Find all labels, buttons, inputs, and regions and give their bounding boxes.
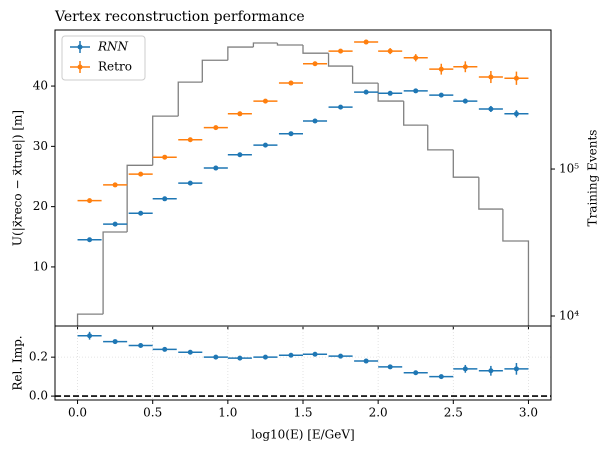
chart-title: Vertex reconstruction performance <box>54 9 305 25</box>
marker <box>338 353 344 359</box>
histogram-step <box>452 149 479 178</box>
x-tick-label: 2.0 <box>369 406 388 420</box>
marker <box>162 196 168 202</box>
marker <box>413 55 419 61</box>
histogram-step <box>302 45 329 54</box>
marker <box>413 370 419 376</box>
legend-label: Retro <box>98 60 132 74</box>
y2-tick-label: 10⁴ <box>559 309 579 323</box>
marker <box>462 64 468 70</box>
marker <box>213 165 219 171</box>
histogram-step <box>201 59 228 83</box>
marker <box>387 90 393 96</box>
marker <box>338 104 344 110</box>
y-tick-label: 10 <box>33 259 48 273</box>
marker <box>187 349 193 355</box>
histogram-step <box>327 53 353 67</box>
legend-swatch <box>77 64 83 70</box>
histogram-step <box>403 101 428 126</box>
marker <box>288 352 294 358</box>
marker <box>162 154 168 160</box>
marker <box>363 39 369 45</box>
histogram-step <box>177 81 203 117</box>
histogram-step <box>227 46 254 61</box>
marker <box>237 111 243 117</box>
histogram-step <box>478 177 503 210</box>
marker <box>363 89 369 95</box>
marker <box>312 351 318 357</box>
y-tick-label: 30 <box>33 139 48 153</box>
marker <box>488 368 494 374</box>
histogram-step <box>377 83 404 102</box>
y-tick-label: 0.0 <box>29 389 48 403</box>
marker <box>387 48 393 54</box>
y-axis-label: Rel. Imp. <box>11 335 25 390</box>
marker <box>187 137 193 143</box>
histogram-step <box>102 231 128 315</box>
marker <box>87 333 93 339</box>
marker <box>438 66 444 72</box>
y2-tick-label: 10⁵ <box>559 162 579 176</box>
histogram-step <box>427 125 454 151</box>
marker <box>138 171 144 177</box>
y-axis-label: U(|x⃗reco − x⃗true|) [m] <box>11 110 25 246</box>
marker <box>488 74 494 80</box>
x-tick-label: 0.0 <box>68 406 87 420</box>
marker <box>513 366 519 372</box>
x-tick-label: 3.0 <box>519 406 538 420</box>
marker <box>462 366 468 372</box>
x-tick-label: 2.5 <box>444 406 463 420</box>
marker <box>363 358 369 364</box>
marker <box>87 237 93 243</box>
marker <box>338 48 344 54</box>
marker <box>162 346 168 352</box>
histogram-step <box>152 115 179 166</box>
marker <box>438 92 444 98</box>
marker <box>438 374 444 380</box>
marker <box>288 80 294 86</box>
marker <box>262 98 268 104</box>
marker <box>488 106 494 112</box>
marker <box>112 182 118 188</box>
marker <box>237 152 243 158</box>
marker <box>288 131 294 137</box>
x-tick-label: 1.0 <box>218 406 237 420</box>
histogram-step <box>252 42 278 48</box>
y-tick-label: 0.2 <box>29 350 48 364</box>
marker <box>237 355 243 361</box>
marker <box>413 88 419 94</box>
y-tick-label: 40 <box>33 79 48 93</box>
y-tick-label: 20 <box>33 199 48 213</box>
histogram-step <box>276 43 303 46</box>
marker <box>513 75 519 81</box>
histogram-step <box>126 164 153 232</box>
marker <box>213 125 219 131</box>
marker <box>112 221 118 227</box>
marker <box>312 118 318 124</box>
marker <box>138 210 144 216</box>
legend-label: RNN <box>97 40 129 54</box>
histogram-step <box>76 313 104 326</box>
marker <box>87 198 93 204</box>
marker <box>262 354 268 360</box>
legend-swatch <box>77 44 83 50</box>
marker <box>387 364 393 370</box>
y2-axis-label: Training Events <box>586 130 600 227</box>
marker <box>138 342 144 348</box>
marker <box>187 180 193 186</box>
marker <box>462 98 468 104</box>
marker <box>513 111 519 117</box>
marker <box>112 339 118 345</box>
histogram-step <box>502 209 530 326</box>
x-axis-label: log10(E) [E/GeV] <box>251 428 354 442</box>
x-tick-label: 1.5 <box>293 406 312 420</box>
x-tick-label: 0.5 <box>143 406 162 420</box>
histogram-step <box>351 66 379 84</box>
marker <box>312 61 318 67</box>
marker <box>262 142 268 148</box>
marker <box>213 354 219 360</box>
